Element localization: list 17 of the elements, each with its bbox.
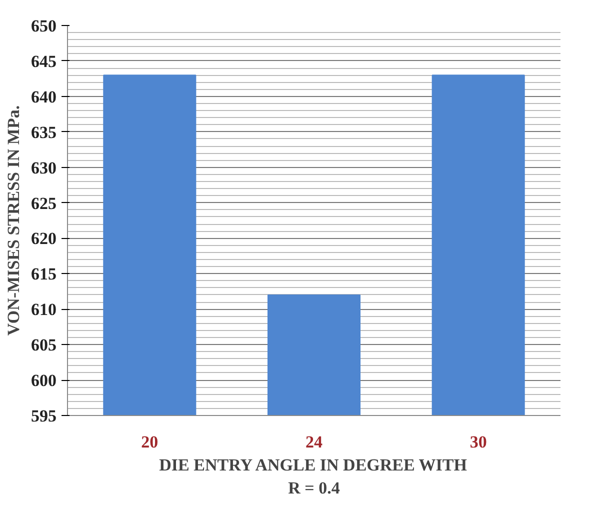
x-axis-title: DIE ENTRY ANGLE IN DEGREE WITH R = 0.4	[159, 456, 467, 498]
x-tick-label: 24	[306, 432, 323, 452]
y-tick-label: 610	[31, 300, 56, 320]
y-tick-label: 595	[31, 406, 56, 426]
x-tick-label: 20	[141, 432, 158, 452]
y-tick-label: 640	[31, 87, 56, 106]
y-tick-label: 600	[31, 371, 56, 390]
y-axis-title: VON-MISES STRESS IN MPa.	[4, 105, 23, 336]
y-tick-label: 645	[31, 52, 56, 71]
y-tick-label: 630	[31, 158, 56, 178]
y-tick-label: 635	[31, 122, 56, 142]
x-tick-label: 30	[470, 432, 487, 452]
y-tick-label: 650	[31, 16, 56, 36]
y-tick-label: 620	[31, 229, 56, 248]
y-tick-label: 605	[31, 336, 56, 355]
y-tick-label: 615	[31, 264, 56, 284]
y-tick-label: 625	[31, 194, 56, 213]
